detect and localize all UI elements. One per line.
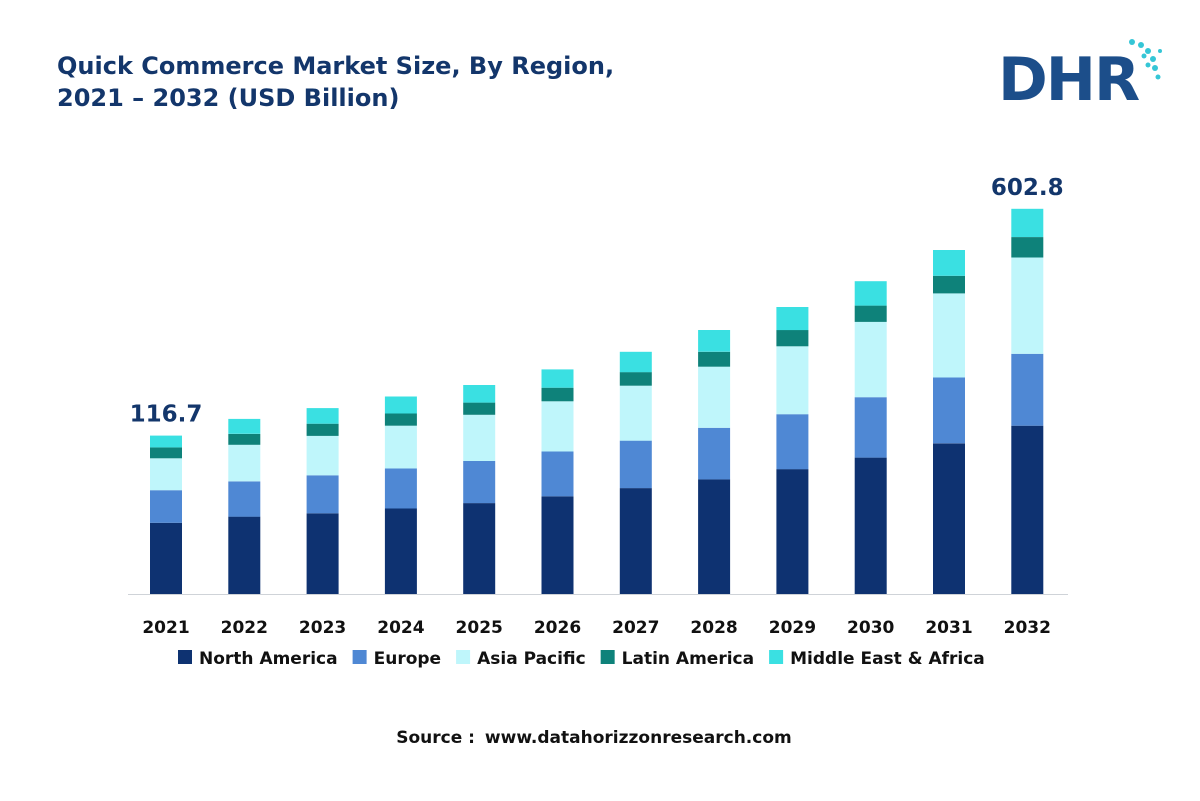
legend-swatch-europe: [352, 650, 367, 664]
bar-2031-europe: [933, 377, 965, 444]
source-note: Source : www.datahorizzonresearch.com: [0, 728, 1188, 748]
bar-2032-asia-pacific: [1011, 257, 1044, 354]
bar-2031-asia-pacific: [933, 293, 965, 378]
legend-swatch-latin-america: [600, 650, 615, 664]
bar-2029-asia-pacific: [776, 346, 809, 415]
chart-title: Quick Commerce Market Size, By Region, 2…: [57, 50, 614, 114]
bar-2022-europe: [228, 481, 261, 517]
x-tick-label-2022: 2022: [221, 618, 268, 638]
data-label-2032: 602.8: [991, 175, 1064, 201]
bar-2023-asia-pacific: [306, 435, 339, 476]
source-label: Source :: [396, 728, 475, 748]
x-tick-label-2025: 2025: [456, 618, 503, 638]
x-tick-label-2023: 2023: [299, 618, 346, 638]
bar-2029-latin-america: [776, 330, 809, 347]
x-tick-label-2021: 2021: [142, 618, 189, 638]
legend-label-middle-east-africa: Middle East & Africa: [790, 649, 985, 669]
bar-2023-latin-america: [306, 423, 339, 436]
bar-2026-middle-east-africa: [541, 369, 574, 388]
bar-2028-latin-america: [698, 351, 731, 367]
bar-2029-north-america: [776, 469, 809, 594]
dhr-logo-text: DHR: [998, 45, 1139, 106]
bar-2030-latin-america: [854, 305, 887, 322]
bar-2024-latin-america: [384, 413, 417, 426]
bar-2031-middle-east-africa: [933, 250, 965, 276]
bar-2025-europe: [463, 461, 496, 504]
bar-2022-north-america: [228, 516, 261, 594]
legend-swatch-middle-east-africa: [769, 650, 784, 664]
logo-dots-icon: [1129, 39, 1162, 80]
bar-2030-north-america: [854, 457, 887, 594]
bar-2027-asia-pacific: [619, 385, 652, 441]
legend-label-asia-pacific: Asia Pacific: [477, 649, 586, 669]
bar-2032-middle-east-africa: [1011, 208, 1044, 237]
bar-2027-north-america: [619, 488, 652, 594]
x-tick-label-2028: 2028: [690, 618, 737, 638]
bar-2026-europe: [541, 451, 574, 497]
legend-label-europe: Europe: [374, 649, 441, 669]
bar-2026-latin-america: [541, 387, 574, 402]
x-tick-label-2031: 2031: [925, 618, 972, 638]
bar-2026-asia-pacific: [541, 401, 574, 452]
bar-2028-europe: [698, 427, 731, 480]
x-tick-label-2029: 2029: [769, 618, 816, 638]
x-tick-label-2032: 2032: [1004, 618, 1051, 638]
bar-2031-north-america: [933, 443, 965, 594]
bar-2026-north-america: [541, 496, 574, 594]
bar-2025-middle-east-africa: [463, 385, 496, 403]
bar-2022-latin-america: [228, 433, 261, 445]
legend-label-latin-america: Latin America: [622, 649, 754, 669]
bar-2024-middle-east-africa: [384, 396, 417, 414]
x-tick-label-2024: 2024: [377, 618, 424, 638]
bar-2027-europe: [619, 440, 652, 489]
bar-2021-latin-america: [150, 447, 182, 459]
bar-2025-north-america: [463, 503, 496, 594]
bar-2021-north-america: [150, 522, 182, 595]
legend-swatch-asia-pacific: [456, 650, 471, 664]
bar-2025-latin-america: [463, 402, 496, 415]
bar-2021-asia-pacific: [150, 458, 182, 491]
bar-2028-middle-east-africa: [698, 330, 731, 352]
bar-2032-latin-america: [1011, 237, 1044, 258]
bar-2022-middle-east-africa: [228, 418, 261, 434]
bar-2032-north-america: [1011, 425, 1044, 594]
bar-2029-europe: [776, 414, 809, 470]
bar-2022-asia-pacific: [228, 444, 261, 482]
bar-2030-asia-pacific: [854, 321, 887, 398]
x-tick-label-2027: 2027: [612, 618, 659, 638]
x-tick-label-2026: 2026: [534, 618, 581, 638]
bar-2021-europe: [150, 490, 182, 523]
legend-label-north-america: North America: [199, 649, 338, 669]
bar-2025-asia-pacific: [463, 414, 496, 461]
bar-2028-asia-pacific: [698, 366, 731, 428]
chart-title-line-1: Quick Commerce Market Size, By Region,: [57, 52, 615, 80]
bar-2028-north-america: [698, 479, 731, 594]
bar-2024-asia-pacific: [384, 425, 417, 469]
bar-2023-middle-east-africa: [306, 408, 339, 424]
bar-2032-europe: [1011, 353, 1044, 426]
bar-2023-europe: [306, 475, 339, 514]
legend-swatch-north-america: [178, 650, 192, 664]
bar-2021-middle-east-africa: [150, 435, 182, 448]
bar-2030-europe: [854, 397, 887, 458]
bar-2027-middle-east-africa: [619, 351, 652, 373]
bar-2023-north-america: [306, 513, 339, 595]
dhr-logo: DHR: [998, 39, 1162, 106]
bar-2024-europe: [384, 468, 417, 509]
bar-2031-latin-america: [933, 275, 965, 294]
x-tick-label-2030: 2030: [847, 618, 894, 638]
data-label-2021: 116.7: [130, 402, 203, 428]
bar-2024-north-america: [384, 508, 417, 594]
chart-title-line-2: 2021 – 2032 (USD Billion): [57, 84, 400, 112]
bar-2027-latin-america: [619, 372, 652, 386]
bar-2030-middle-east-africa: [854, 281, 887, 306]
bar-2029-middle-east-africa: [776, 307, 809, 331]
source-url[interactable]: www.datahorizzonresearch.com: [484, 728, 792, 748]
